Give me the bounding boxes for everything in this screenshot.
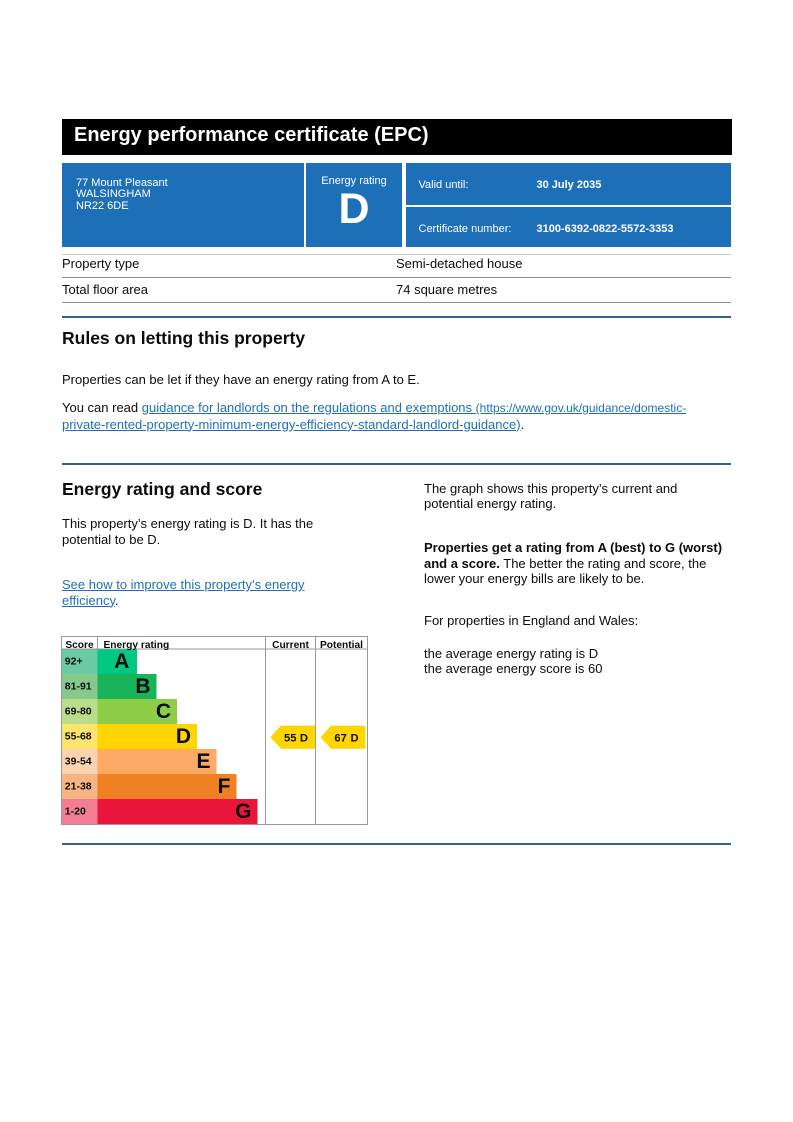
svg-text:G: G <box>235 800 251 823</box>
svg-text:E: E <box>196 750 210 773</box>
svg-text:Potential: Potential <box>320 640 363 651</box>
svg-text:1-20: 1-20 <box>65 806 86 818</box>
svg-text:D: D <box>351 733 359 745</box>
svg-text:Energy rating: Energy rating <box>104 640 170 651</box>
svg-text:B: B <box>135 675 150 698</box>
svg-text:Current: Current <box>272 640 309 651</box>
svg-text:D: D <box>300 733 308 745</box>
svg-text:Score: Score <box>65 640 94 651</box>
svg-text:69-80: 69-80 <box>65 706 92 718</box>
svg-text:21-38: 21-38 <box>65 781 92 793</box>
svg-text:81-91: 81-91 <box>65 681 92 693</box>
svg-text:55-68: 55-68 <box>65 731 92 743</box>
svg-text:D: D <box>176 725 191 748</box>
svg-text:39-54: 39-54 <box>65 756 92 768</box>
svg-text:55: 55 <box>284 733 296 745</box>
svg-text:A: A <box>114 650 129 673</box>
svg-text:C: C <box>156 700 171 723</box>
svg-text:F: F <box>218 775 231 798</box>
svg-text:67: 67 <box>334 733 346 745</box>
svg-text:92+: 92+ <box>65 656 83 668</box>
